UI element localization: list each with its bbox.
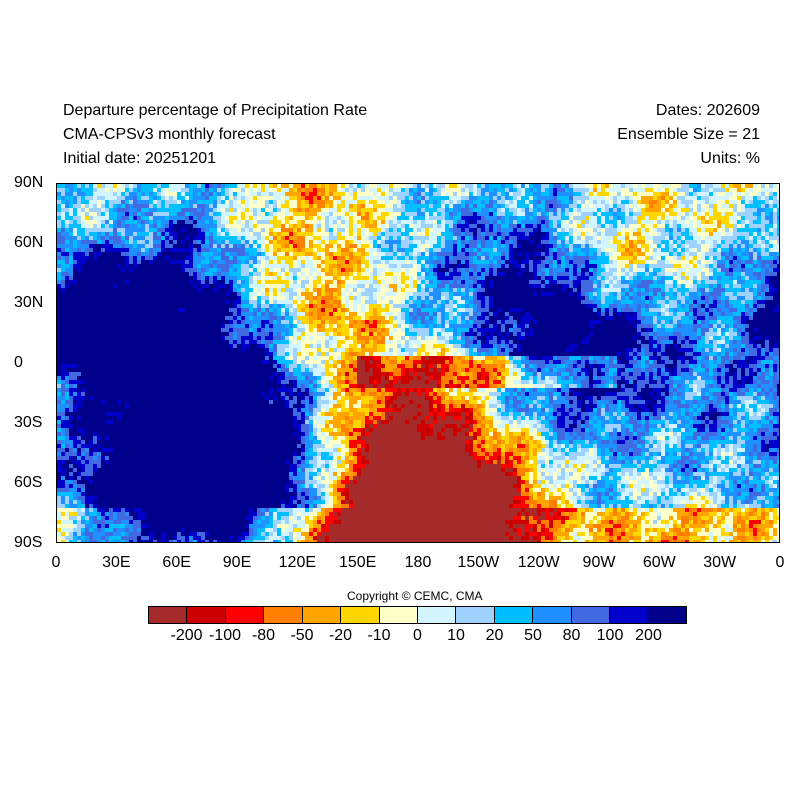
colorbar-label: -10 — [367, 627, 391, 644]
colorbar-swatch — [379, 607, 418, 623]
lat-tick-label: 60N — [14, 234, 44, 251]
colorbar-swatch — [417, 607, 457, 623]
initial-date: Initial date: 20251201 — [63, 150, 217, 167]
lon-tick-label: 30W — [703, 554, 737, 571]
colorbar — [148, 606, 687, 624]
colorbar-swatch — [494, 607, 534, 623]
lat-tick-label: 90S — [14, 534, 43, 551]
lon-tick-label: 120W — [517, 554, 560, 571]
colorbar-swatch — [264, 607, 303, 623]
colorbar-swatch — [610, 607, 649, 623]
units-label: Units: % — [700, 150, 760, 167]
colorbar-label: -80 — [251, 627, 276, 644]
chart-title: Departure percentage of Precipitation Ra… — [63, 102, 368, 119]
colorbar-label: 20 — [485, 627, 504, 644]
lon-tick-label: 180 — [404, 554, 432, 571]
colorbar-label: -50 — [290, 627, 314, 644]
lon-tick-label: 150W — [457, 554, 500, 571]
chart-subtitle: CMA-CPSv3 monthly forecast — [63, 126, 276, 143]
colorbar-label: 0 — [413, 627, 422, 644]
colorbar-label: -200 — [170, 627, 203, 644]
colorbar-swatch — [456, 607, 495, 623]
lon-tick-label: 90W — [582, 554, 616, 571]
colorbar-label: 10 — [447, 627, 465, 644]
lat-tick-label: 0 — [14, 354, 23, 371]
lon-tick-label: 120E — [278, 554, 317, 571]
lat-tick-label: 60S — [14, 474, 43, 491]
lon-tick-label: 90E — [222, 554, 252, 571]
lon-tick-label: 0 — [51, 554, 61, 571]
colorbar-swatch — [341, 607, 380, 623]
colorbar-swatch — [648, 607, 686, 623]
ensemble-size: Ensemble Size = 21 — [617, 126, 760, 143]
copyright-notice: Copyright © CEMC, CMA — [347, 589, 483, 603]
colorbar-swatch — [187, 607, 226, 623]
colorbar-label: -20 — [328, 627, 353, 644]
colorbar-label: 100 — [596, 627, 624, 644]
lon-tick-label: 150E — [338, 554, 377, 571]
lon-tick-label: 60E — [162, 554, 191, 571]
colorbar-swatch — [571, 607, 611, 623]
lon-tick-label: 60W — [642, 554, 676, 571]
colorbar-label: 200 — [635, 627, 662, 644]
colorbar-swatch — [533, 607, 572, 623]
colorbar-label: 80 — [562, 627, 581, 644]
lat-tick-label: 30S — [14, 414, 43, 431]
lon-tick-label: 0 — [775, 554, 785, 571]
colorbar-swatch — [149, 607, 188, 623]
forecast-dates: Dates: 202609 — [655, 102, 760, 119]
precipitation-map — [56, 183, 780, 543]
colorbar-label: 50 — [524, 627, 542, 644]
colorbar-swatch — [225, 607, 265, 623]
lat-tick-label: 90N — [14, 174, 44, 191]
lat-tick-label: 30N — [14, 294, 44, 311]
colorbar-swatch — [302, 607, 342, 623]
precipitation-field — [57, 184, 779, 542]
colorbar-label: -100 — [208, 627, 242, 644]
lon-tick-label: 30E — [102, 554, 131, 571]
